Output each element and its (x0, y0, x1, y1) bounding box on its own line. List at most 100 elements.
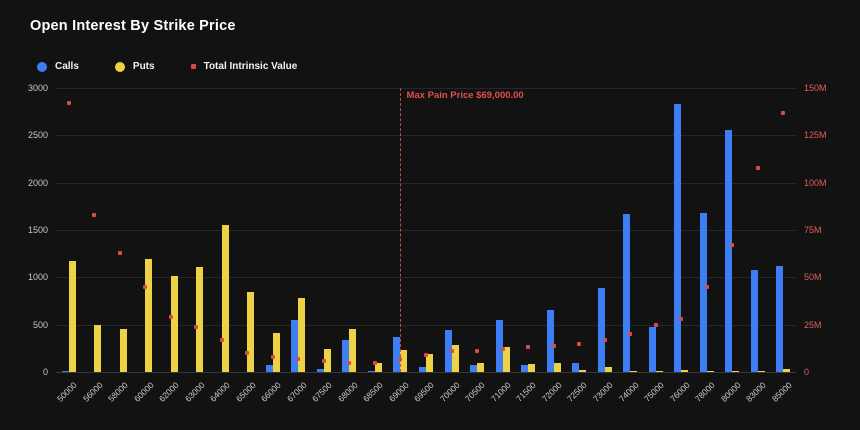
y-axis-tick-right: 150M (804, 83, 827, 93)
intrinsic-dot-69500[interactable] (424, 352, 428, 357)
puts-bar-65000[interactable] (247, 292, 255, 372)
max-pain-line (400, 88, 402, 372)
intrinsic-dot-71500[interactable] (526, 345, 531, 350)
calls-bar-76000[interactable] (674, 104, 682, 372)
puts-bar-67000[interactable] (298, 298, 306, 372)
intrinsic-dot-50000[interactable] (66, 101, 71, 106)
calls-bar-72000[interactable] (546, 310, 554, 372)
calls-bar-66000[interactable] (265, 364, 273, 372)
intrinsic-dot-71000[interactable] (500, 347, 505, 352)
intrinsic-dot-68000[interactable] (347, 360, 352, 365)
puts-bar-72000[interactable] (553, 363, 561, 372)
y-axis-tick-left: 0 (42, 367, 48, 377)
calls-bar-69500[interactable] (419, 367, 426, 372)
intrinsic-dot-78000[interactable] (704, 284, 709, 289)
intrinsic-dot-64000[interactable] (219, 337, 224, 342)
intrinsic-dot-63000[interactable] (194, 324, 199, 329)
puts-bar-66000[interactable] (272, 333, 280, 372)
puts-bar-75000[interactable] (655, 371, 663, 372)
puts-bar-72500[interactable] (579, 370, 587, 372)
puts-bar-85000[interactable] (783, 369, 791, 372)
y-axis-tick-right: 50M (804, 272, 822, 283)
x-axis-label-76000: 76000 (667, 380, 692, 404)
legend-item-calls[interactable]: Calls (37, 61, 79, 72)
x-axis-label-69500: 69500 (412, 380, 437, 404)
puts-bar-78000[interactable] (706, 371, 714, 372)
puts-bar-76000[interactable] (681, 370, 689, 372)
intrinsic-dot-73000[interactable] (602, 337, 607, 342)
puts-bar-68000[interactable] (349, 329, 357, 372)
calls-bar-75000[interactable] (648, 326, 656, 372)
x-axis-label-56000: 56000 (80, 380, 105, 404)
intrinsic-dot-75000[interactable] (653, 322, 658, 327)
calls-bar-83000[interactable] (750, 269, 758, 372)
puts-bar-67500[interactable] (323, 349, 331, 372)
puts-bar-58000[interactable] (119, 329, 127, 372)
puts-bar-70000[interactable] (451, 345, 459, 372)
x-axis-label-70000: 70000 (437, 380, 462, 404)
intrinsic-dot-65000[interactable] (245, 351, 250, 356)
puts-bar-70500[interactable] (477, 362, 485, 372)
intrinsic-dot-67000[interactable] (296, 356, 301, 361)
puts-bar-73000[interactable] (604, 367, 612, 372)
puts-bar-60000[interactable] (145, 259, 153, 372)
calls-bar-74000[interactable] (623, 213, 631, 372)
intrinsic-dot-60000[interactable] (143, 284, 148, 289)
intrinsic-dot-58000[interactable] (117, 250, 122, 255)
intrinsic-dot-62000[interactable] (168, 315, 173, 320)
x-axis-label-72500: 72500 (565, 380, 590, 404)
puts-bar-74000[interactable] (630, 371, 638, 372)
intrinsic-dot-80000[interactable] (730, 243, 735, 248)
calls-bar-80000[interactable] (725, 129, 733, 372)
calls-bar-72500[interactable] (572, 362, 580, 372)
puts-bar-56000[interactable] (94, 324, 102, 372)
legend-item-puts[interactable]: Puts (114, 61, 155, 72)
puts-bar-83000[interactable] (757, 371, 765, 372)
puts-bar-69000[interactable] (400, 350, 408, 372)
intrinsic-dot-66000[interactable] (270, 354, 275, 359)
puts-bar-50000[interactable] (68, 261, 76, 372)
puts-bar-69500[interactable] (426, 354, 433, 372)
calls-bar-68000[interactable] (342, 339, 350, 372)
intrinsic-dot-74000[interactable] (628, 332, 633, 337)
calls-bar-71500[interactable] (521, 365, 529, 372)
intrinsic-dot-76000[interactable] (679, 317, 684, 321)
calls-bar-69000[interactable] (393, 336, 401, 372)
x-axis-label-60000: 60000 (131, 380, 156, 404)
intrinsic-dot-56000[interactable] (92, 212, 97, 217)
intrinsic-dot-72000[interactable] (551, 343, 556, 348)
calls-bar-50000[interactable] (61, 371, 69, 372)
calls-bar-70500[interactable] (470, 365, 478, 372)
intrinsic-dot-85000[interactable] (781, 110, 786, 115)
puts-bar-80000[interactable] (732, 371, 740, 372)
puts-bar-71000[interactable] (502, 347, 510, 372)
puts-bar-68500[interactable] (374, 363, 382, 372)
x-axis-label-80000: 80000 (718, 380, 743, 404)
x-axis-label-69000: 69000 (386, 380, 411, 404)
calls-bar-70000[interactable] (444, 330, 452, 372)
gridline (56, 88, 796, 89)
calls-bar-67000[interactable] (291, 319, 299, 372)
puts-bar-63000[interactable] (196, 266, 204, 372)
intrinsic-dot-83000[interactable] (755, 165, 760, 170)
calls-bar-71000[interactable] (495, 319, 503, 372)
x-axis-label-73000: 73000 (590, 380, 615, 404)
intrinsic-dot-67500[interactable] (321, 358, 326, 363)
intrinsic-dot-70000[interactable] (449, 349, 454, 354)
calls-bar-78000[interactable] (699, 212, 707, 372)
intrinsic-dot-70500[interactable] (475, 349, 480, 354)
max-pain-label: Max Pain Price $69,000.00 (406, 90, 524, 101)
x-axis-label-66000: 66000 (259, 380, 283, 404)
calls-bar-85000[interactable] (776, 265, 784, 372)
calls-bar-73000[interactable] (597, 287, 605, 372)
legend-item-total-intrinsic-value[interactable]: Total Intrinsic Value (190, 61, 297, 72)
puts-bar-64000[interactable] (221, 225, 229, 372)
calls-bar-67500[interactable] (316, 369, 324, 372)
x-axis-label-67500: 67500 (310, 380, 335, 404)
puts-bar-62000[interactable] (170, 276, 178, 372)
intrinsic-dot-72500[interactable] (577, 341, 582, 346)
intrinsic-dot-68500[interactable] (372, 360, 377, 365)
puts-bar-71500[interactable] (528, 364, 536, 372)
calls-bar-68500[interactable] (367, 370, 375, 372)
